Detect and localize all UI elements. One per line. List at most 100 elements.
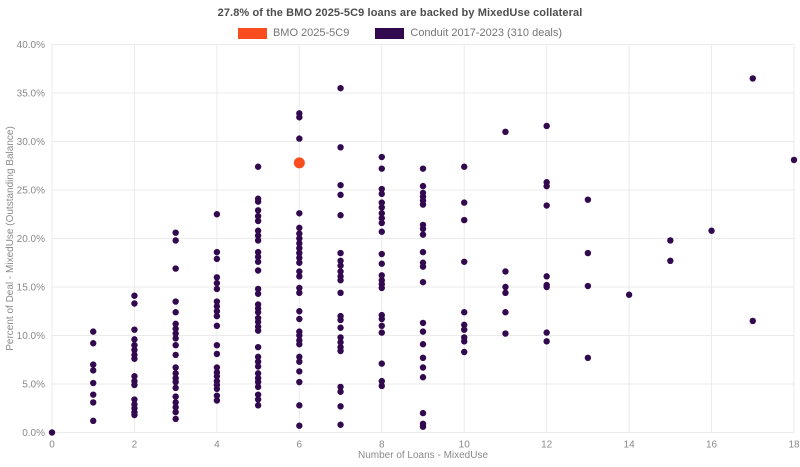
data-point-conduit [254,237,262,244]
data-point-conduit [378,260,385,267]
data-point-conduit [213,285,221,293]
data-point-conduit [543,283,550,291]
data-point-conduit [337,212,344,219]
data-point-conduit [296,273,303,280]
data-point-conduit [337,339,344,346]
data-point-conduit [131,411,138,419]
data-point-conduit [378,329,385,336]
data-point-conduit [337,388,344,395]
data-point-conduit [254,396,262,403]
data-point-conduit [337,84,344,92]
x-tick-label: 6 [297,440,303,451]
data-point-conduit [296,114,303,121]
data-point-conduit [254,353,262,361]
data-point-conduit [213,322,221,329]
data-point-conduit [254,402,262,409]
data-point-conduit [378,165,385,172]
data-point-conduit [172,265,179,272]
data-point-conduit [337,277,344,284]
data-point-conduit [213,274,221,281]
x-tick-label: 18 [788,440,800,451]
data-point-conduit [213,308,221,315]
data-point-conduit [296,402,303,409]
y-tick-label: 35.0% [17,89,45,100]
data-point-conduit [172,351,179,359]
data-point-conduit [90,361,97,368]
data-point-conduit [131,355,138,362]
data-point-conduit [254,253,262,261]
data-point-conduit [461,348,468,356]
data-point-conduit [337,268,344,275]
data-point-conduit [254,248,262,256]
data-point-conduit [378,322,385,329]
data-point-conduit [254,363,262,370]
data-point-conduit [296,368,303,375]
data-point-conduit [254,370,262,377]
data-point-conduit [419,328,427,335]
y-tick-label: 20.0% [17,234,45,245]
data-point-conduit [131,336,138,343]
data-point-conduit [254,327,262,334]
data-point-conduit [296,230,303,237]
data-point-conduit [378,284,385,292]
data-point-conduit [131,373,138,380]
data-point-conduit [749,317,756,325]
x-tick-label: 2 [132,440,138,451]
data-point-conduit [419,374,427,381]
data-point-conduit [419,263,427,270]
data-point-conduit [502,330,509,337]
data-point-conduit [296,224,303,232]
data-point-conduit [337,262,344,269]
data-point-conduit [502,289,509,297]
data-point-conduit [378,377,385,385]
data-point-conduit [254,258,262,265]
data-point-conduit [131,292,138,299]
legend-swatch-conduit-icon [375,27,405,39]
data-point-conduit [419,354,427,362]
data-point-conduit [378,228,385,235]
data-point-conduit [172,342,179,349]
data-point-conduit [90,367,97,374]
data-point-conduit [337,257,344,265]
data-point-conduit [213,248,221,256]
data-point-conduit [419,364,427,371]
data-point-conduit [461,338,468,345]
data-point-conduit [172,384,179,392]
data-point-conduit [461,199,468,206]
legend-item-bmo[interactable]: BMO 2025-5C9 [237,27,349,39]
chart-title: 27.8% of the BMO 2025-5C9 loans are back… [217,7,583,19]
data-point-conduit [254,309,262,316]
data-point-conduit [296,332,303,339]
data-point-conduit [296,378,303,386]
legend-item-conduit[interactable]: Conduit 2017-2023 (310 deals) [375,27,562,39]
data-point-conduit [172,298,179,305]
data-point-conduit [378,185,385,193]
data-point-conduit [543,329,550,336]
data-point-conduit [667,257,674,265]
data-point-conduit [296,353,303,361]
data-point-conduit [419,225,427,232]
data-point-conduit [502,309,509,316]
data-point-conduit [254,343,262,351]
y-tick-label: 5.0% [22,380,45,391]
data-point-conduit [213,364,221,371]
data-point-conduit [131,396,138,403]
data-point-conduit [378,382,385,390]
data-point-conduit [296,315,303,323]
data-point-conduit [172,415,179,423]
data-point-conduit [254,383,262,391]
y-tick-label: 15.0% [17,283,45,294]
data-point-conduit [337,347,344,355]
y-tick-label: 25.0% [17,186,45,197]
data-point-conduit [337,383,344,391]
data-point-conduit [213,392,221,399]
data-point-conduit [172,237,179,244]
data-point-conduit [296,135,303,142]
x-tick-label: 10 [459,440,471,451]
data-point-conduit [296,259,303,266]
data-point-conduit [213,303,221,310]
data-point-conduit [172,393,179,400]
data-point-conduit [502,268,509,275]
legend: BMO 2025-5C9 Conduit 2017-2023 (310 deal… [0,27,800,39]
data-point-conduit [213,385,221,393]
